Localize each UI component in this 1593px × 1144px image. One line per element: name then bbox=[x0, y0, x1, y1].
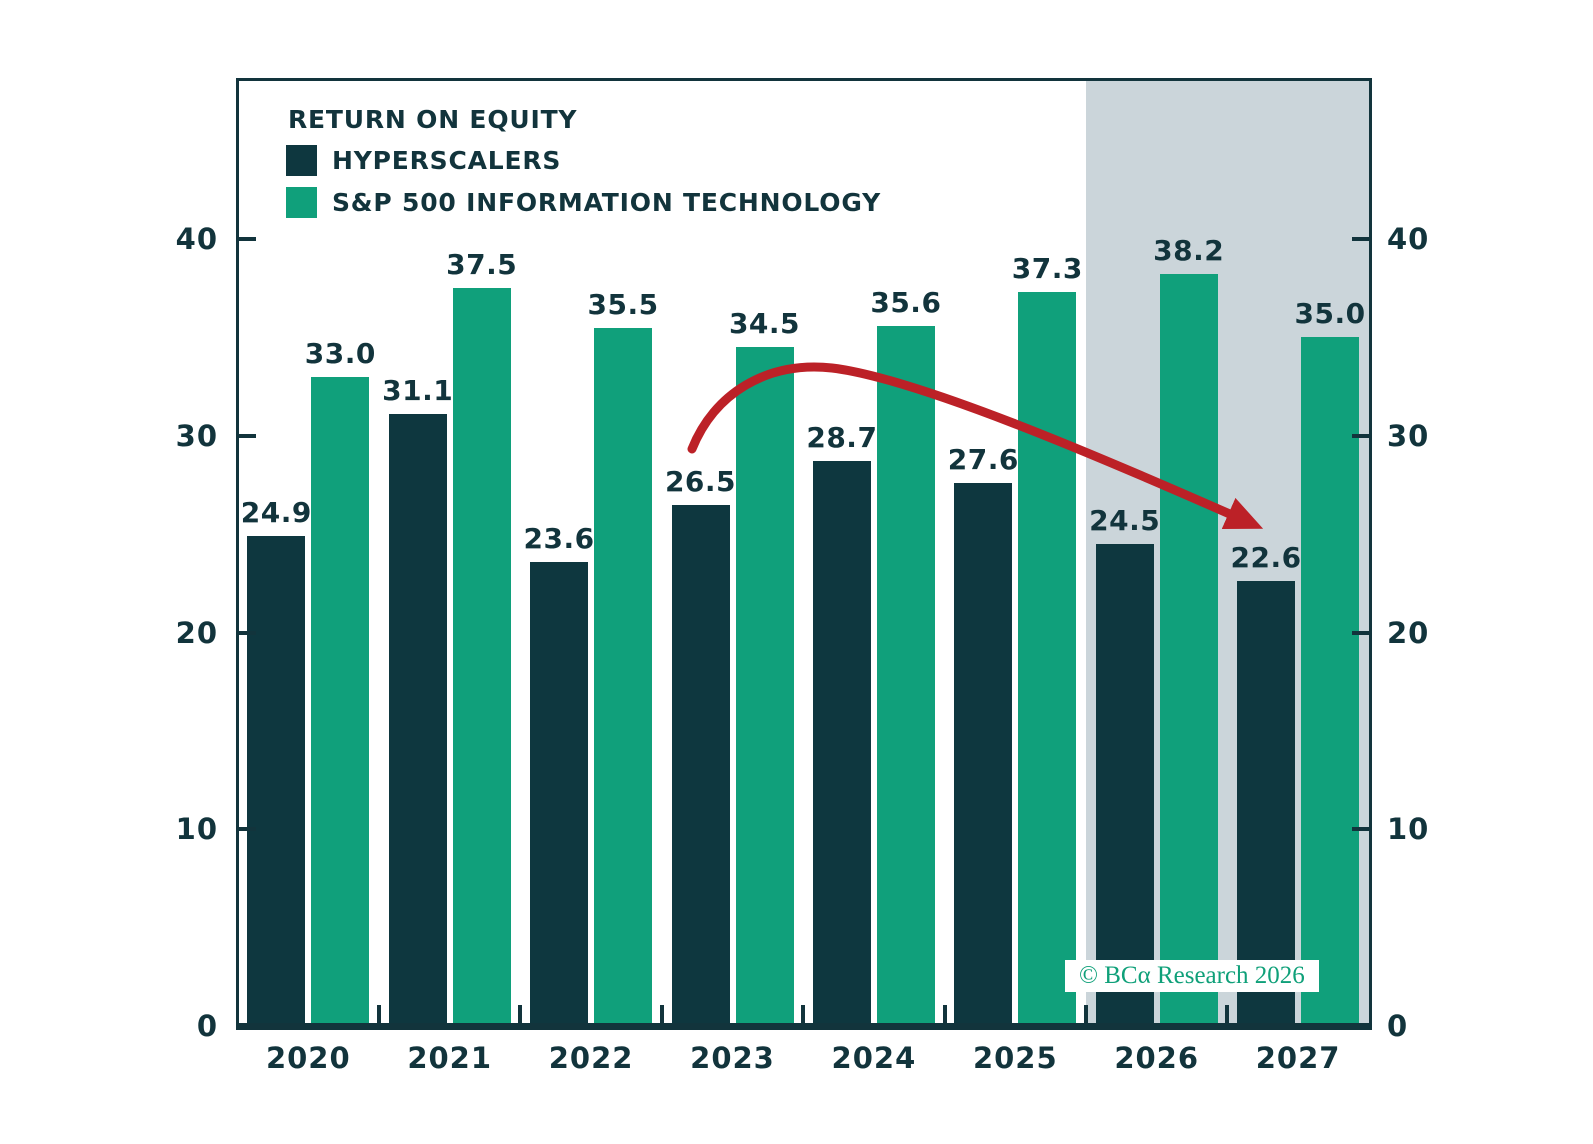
chart-title: RETURN ON EQUITY bbox=[288, 105, 578, 134]
y-axis-tick-left bbox=[236, 827, 256, 832]
y-axis-label-left: 10 bbox=[175, 812, 218, 847]
legend-label-sp500-it: S&P 500 INFORMATION TECHNOLOGY bbox=[332, 187, 881, 217]
bar-hyperscalers-2020 bbox=[247, 536, 306, 1026]
y-axis-tick-right bbox=[1352, 237, 1372, 241]
y-axis-tick-right bbox=[1352, 630, 1372, 635]
y-axis-tick-right bbox=[1352, 827, 1372, 832]
legend-item-hyperscalers: HYPERSCALERS bbox=[286, 139, 881, 181]
legend: RETURN ON EQUITY HYPERSCALERS S&P 500 IN… bbox=[286, 105, 881, 223]
bar-sp500-it-2021 bbox=[452, 288, 511, 1026]
plot-area: 24.9 31.1 23.6 26.5 28.7 27.6 24.5 22.6 33.0 37.5… bbox=[176, 78, 1428, 1074]
bar-hyperscalers-2027 bbox=[1237, 581, 1296, 1026]
bar-value-label: 35.6 bbox=[870, 285, 942, 319]
bar-sp500-it-2027 bbox=[1301, 337, 1360, 1026]
x-axis-label-2020: 2020 bbox=[265, 1041, 351, 1075]
x-axis-boundary-tick bbox=[377, 1005, 381, 1023]
bar-value-label: 31.1 bbox=[382, 374, 454, 408]
y-axis-label-left: 30 bbox=[175, 418, 218, 453]
bar-value-label: 27.6 bbox=[947, 442, 1019, 476]
bar-sp500-it-2020 bbox=[311, 376, 370, 1026]
x-axis-label-2024: 2024 bbox=[831, 1041, 917, 1075]
bar-sp500-it-2025 bbox=[1018, 292, 1077, 1026]
plot-border-top bbox=[236, 78, 1372, 81]
bar-hyperscalers-2023 bbox=[671, 504, 730, 1026]
y-axis-label-left: 20 bbox=[175, 615, 218, 650]
x-axis-boundary-tick bbox=[942, 1005, 947, 1023]
x-axis-label-2027: 2027 bbox=[1255, 1041, 1341, 1075]
y-axis-label-right: 0 bbox=[1387, 1009, 1409, 1043]
legend-swatch-sp500-it bbox=[286, 186, 317, 218]
bar-hyperscalers-2025 bbox=[954, 482, 1013, 1026]
x-axis-label-2026: 2026 bbox=[1114, 1041, 1200, 1075]
x-axis-boundary-tick bbox=[518, 1005, 523, 1023]
y-axis-label-right: 10 bbox=[1387, 812, 1430, 847]
bar-value-label: 24.5 bbox=[1089, 503, 1161, 537]
legend-swatch-hyperscalers bbox=[286, 144, 317, 176]
bar-value-label: 22.6 bbox=[1230, 541, 1302, 575]
bar-sp500-it-2024 bbox=[876, 325, 935, 1026]
y-axis-label-left: 40 bbox=[175, 222, 218, 256]
bar-value-label: 35.5 bbox=[587, 287, 659, 321]
bar-sp500-it-2026 bbox=[1159, 274, 1218, 1026]
x-axis-label-2023: 2023 bbox=[690, 1041, 775, 1075]
bar-value-label: 24.9 bbox=[240, 496, 312, 530]
y-axis-tick-right bbox=[1352, 433, 1372, 438]
y-axis-label-right: 40 bbox=[1387, 222, 1430, 256]
x-axis-line bbox=[236, 1023, 1372, 1030]
y-axis-tick-left bbox=[236, 630, 256, 635]
x-axis-boundary-tick bbox=[659, 1005, 664, 1023]
bar-value-label: 35.0 bbox=[1294, 297, 1366, 331]
bar-value-label: 33.0 bbox=[304, 336, 376, 370]
bar-sp500-it-2023 bbox=[735, 347, 794, 1026]
y-axis-right-line bbox=[1369, 78, 1372, 1026]
x-axis-boundary-tick bbox=[1084, 1005, 1088, 1023]
bar-value-label: 26.5 bbox=[664, 464, 737, 498]
bar-value-label: 23.6 bbox=[523, 521, 595, 555]
y-axis-label-right: 20 bbox=[1387, 615, 1430, 650]
y-axis-label-left: 0 bbox=[196, 1009, 218, 1043]
y-axis-tick-left bbox=[236, 433, 256, 438]
watermark: © BCα Research 2026 bbox=[1065, 960, 1319, 992]
bar-sp500-it-2022 bbox=[594, 327, 653, 1026]
bar-hyperscalers-2022 bbox=[530, 561, 589, 1026]
bar-value-label: 34.5 bbox=[728, 307, 801, 341]
bar-value-label: 28.7 bbox=[806, 421, 878, 455]
y-axis-left-line bbox=[236, 78, 239, 1026]
bar-hyperscalers-2024 bbox=[812, 461, 871, 1026]
x-axis-label-2025: 2025 bbox=[972, 1041, 1058, 1075]
bar-hyperscalers-2021 bbox=[388, 414, 447, 1026]
legend-label-hyperscalers: HYPERSCALERS bbox=[332, 145, 562, 175]
bar-value-label: 37.5 bbox=[446, 248, 518, 282]
bar-value-label: 37.3 bbox=[1011, 252, 1083, 286]
x-axis-label-2022: 2022 bbox=[548, 1041, 634, 1075]
x-axis-label-2021: 2021 bbox=[407, 1041, 493, 1075]
downtrend-arrow bbox=[687, 362, 1264, 530]
y-axis-tick-left bbox=[236, 237, 256, 241]
bar-hyperscalers-2026 bbox=[1095, 543, 1154, 1026]
y-axis-label-right: 30 bbox=[1387, 418, 1430, 453]
legend-item-sp500-it: S&P 500 INFORMATION TECHNOLOGY bbox=[286, 181, 881, 223]
x-axis-boundary-tick bbox=[1225, 1005, 1230, 1023]
x-axis-boundary-tick bbox=[801, 1005, 806, 1023]
bar-value-label: 38.2 bbox=[1153, 234, 1225, 268]
